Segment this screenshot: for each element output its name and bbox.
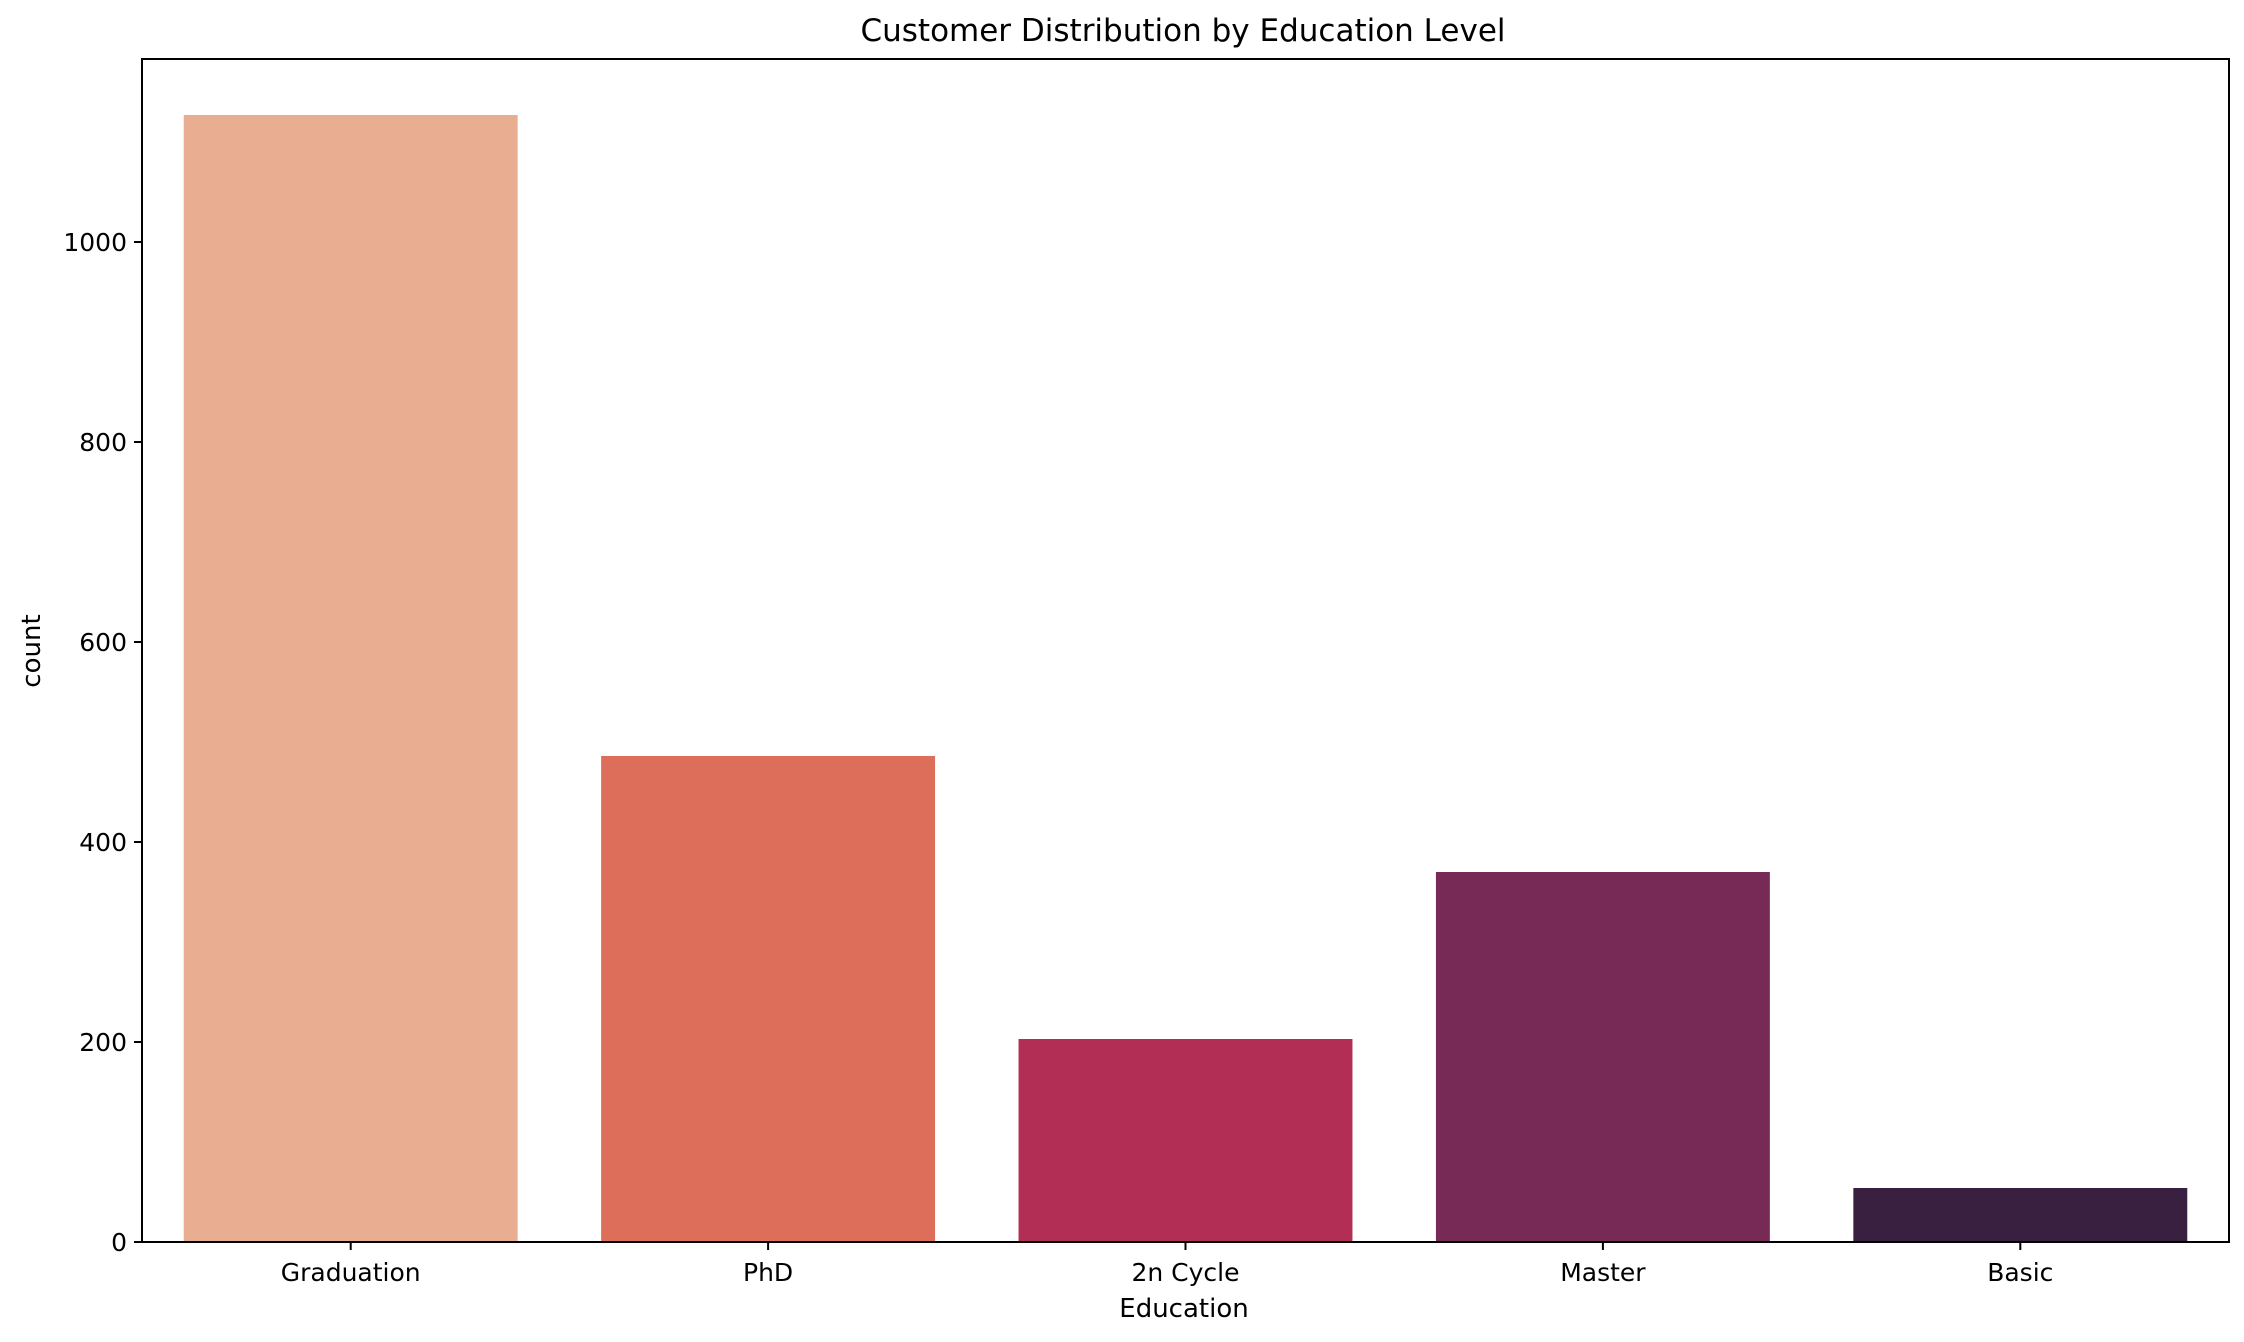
y-tick-label: 600 (79, 628, 127, 657)
bar-master (1435, 872, 1770, 1242)
y-axis-ticks: 0 200 400 600 800 1000 (63, 228, 142, 1257)
bar-2n-cycle (1018, 1039, 1353, 1242)
y-tick-label: 0 (111, 1228, 127, 1257)
x-axis-ticks: Graduation PhD 2n Cycle Master Basic (281, 1242, 2053, 1287)
bar-basic (1853, 1188, 2188, 1242)
x-tick-label: PhD (743, 1258, 793, 1287)
x-tick-label: Graduation (281, 1258, 421, 1287)
chart-title: Customer Distribution by Education Level (860, 13, 1505, 49)
x-axis-label: Education (1119, 1294, 1248, 1324)
y-axis-label: count (17, 614, 47, 687)
y-tick-label: 1000 (63, 228, 127, 257)
x-tick-label: 2n Cycle (1131, 1258, 1239, 1287)
y-tick-label: 200 (79, 1028, 127, 1057)
y-tick-label: 400 (79, 828, 127, 857)
bar-phd (601, 756, 936, 1242)
x-tick-label: Basic (1987, 1258, 2053, 1287)
plot-frame (141, 58, 2230, 1243)
bar-graduation (183, 115, 518, 1242)
y-tick-label: 800 (79, 428, 127, 457)
x-tick-label: Master (1560, 1258, 1646, 1287)
bars-group (183, 115, 2188, 1242)
